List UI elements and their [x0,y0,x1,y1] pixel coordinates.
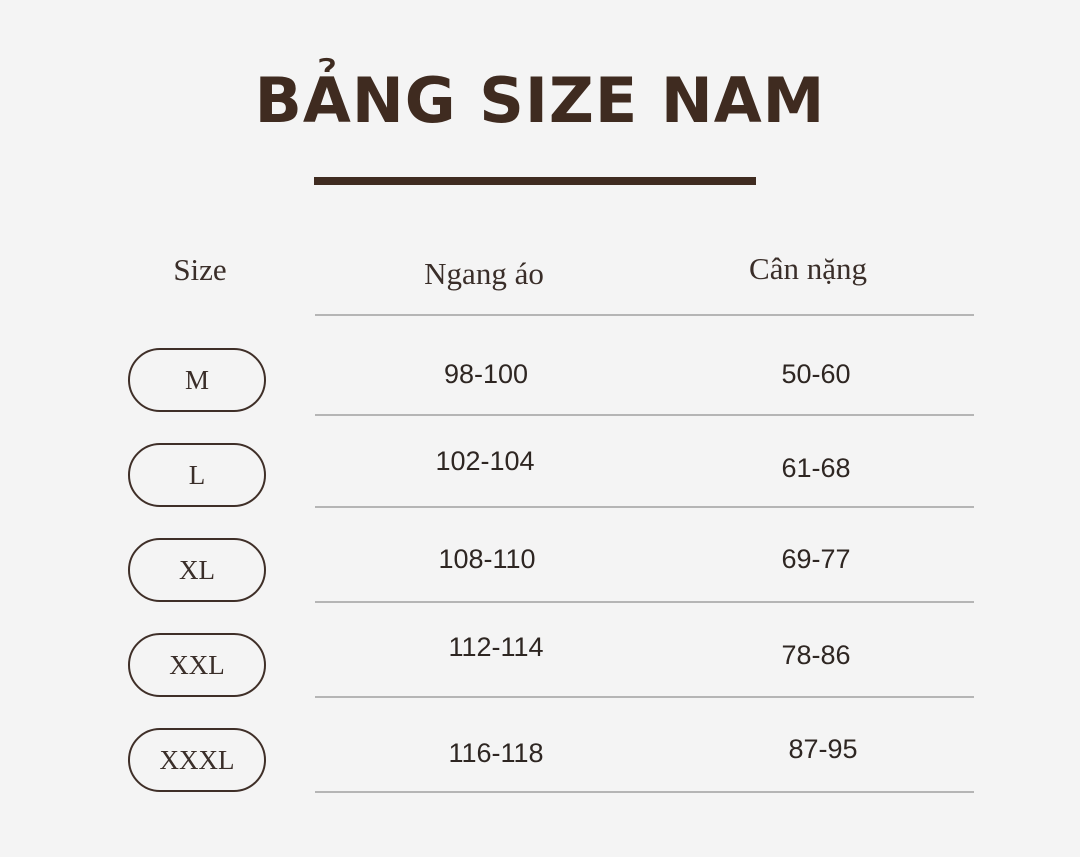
page-title: BẢNG SIZE NAM [254,64,826,137]
header-chest: Ngang áo [424,256,544,291]
header-weight: Cân nặng [749,251,867,286]
title-underline [314,177,756,185]
divider [315,791,974,793]
weight-value: 87-95 [788,734,858,764]
divider [315,696,974,698]
divider [315,601,974,603]
weight-value: 69-77 [781,544,851,574]
weight-value: 78-86 [781,640,851,670]
chest-value: 112-114 [448,632,544,662]
weight-value: 50-60 [781,359,851,389]
divider [315,506,974,508]
chest-value: 108-110 [438,544,536,574]
header-size: Size [173,252,227,287]
chest-value: 102-104 [435,446,535,476]
divider [315,314,974,316]
size-badge: L [128,443,266,507]
weight-value: 61-68 [781,453,851,483]
size-badge: XXXL [128,728,266,792]
size-badge: XL [128,538,266,602]
chest-value: 98-100 [443,359,529,389]
size-badge: XXL [128,633,266,697]
size-badge: M [128,348,266,412]
divider [315,414,974,416]
chest-value: 116-118 [448,738,544,768]
